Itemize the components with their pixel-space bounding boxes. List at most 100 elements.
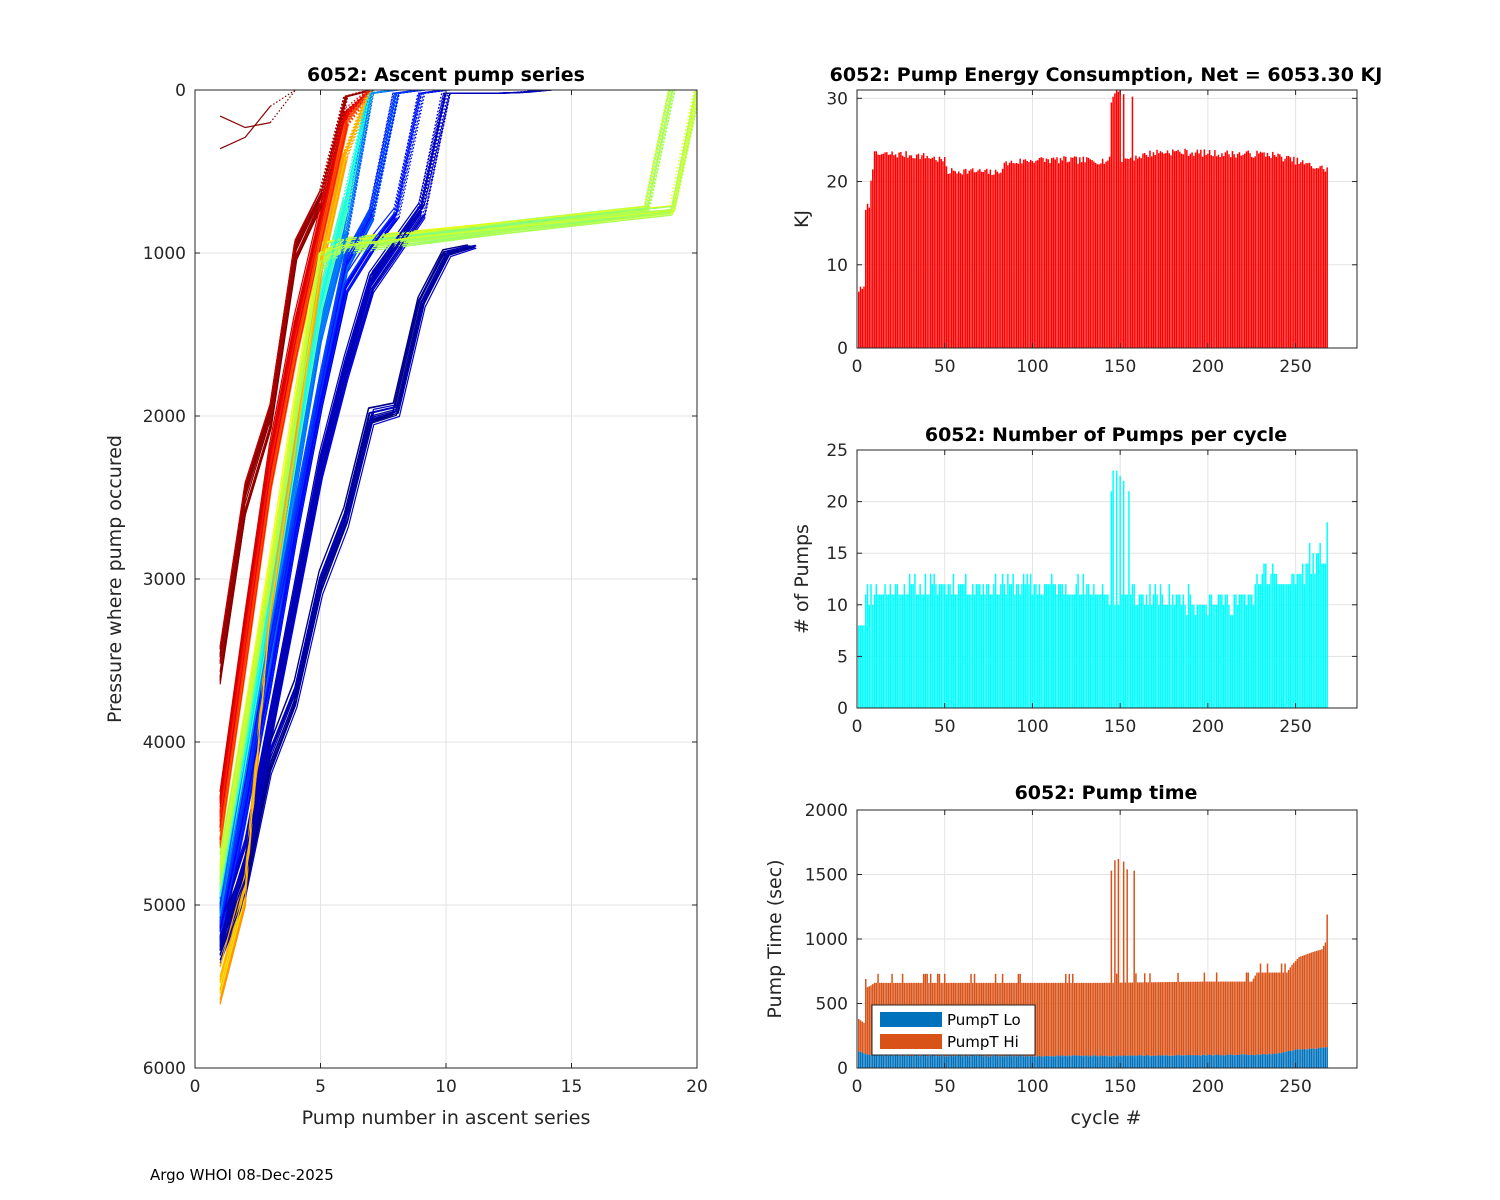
energy-bar — [1047, 159, 1049, 348]
ascent-series-line — [219, 213, 397, 930]
energy-bar — [866, 203, 869, 348]
pumptime-bar-hi — [1301, 955, 1304, 1050]
pumps-bar — [975, 584, 978, 708]
pumptime-bar-lo — [1005, 1055, 1007, 1068]
energy-bar — [950, 168, 953, 348]
pumptime-bar-hi — [1222, 981, 1225, 1056]
pumps-bar — [947, 584, 949, 708]
pumptime-bar-hi — [1152, 982, 1155, 1056]
pumps-bar — [1086, 584, 1088, 708]
pumptime-bar-lo — [943, 1056, 946, 1068]
energy-bar — [1172, 149, 1174, 348]
pumps-bar — [1289, 584, 1292, 708]
xtick-label: 150 — [1104, 1077, 1136, 1097]
pumps-bar — [1008, 584, 1011, 708]
legend-label-hi: PumpT Hi — [947, 1033, 1019, 1051]
pumps-bar — [1201, 604, 1204, 708]
pumps-bar — [989, 594, 992, 708]
pumps-bar — [952, 573, 955, 708]
pumptime-bar-hi — [1314, 951, 1316, 1049]
pumptime-bar-lo — [1247, 1055, 1249, 1068]
pumps-bar — [910, 584, 913, 708]
energy-bar — [1236, 153, 1239, 348]
pumptime-bar-hi — [1319, 949, 1321, 1049]
pumptime-bar-lo — [994, 1055, 997, 1068]
pumptime-bar-lo — [1194, 1055, 1197, 1068]
pumptime-bar-lo — [1086, 1055, 1088, 1068]
ytick-label: 5000 — [143, 896, 186, 916]
energy-bar — [1017, 163, 1020, 348]
energy-bar — [1042, 157, 1044, 348]
ascent-series-line — [219, 202, 322, 677]
ytick-label: 500 — [816, 995, 848, 1015]
energy-bar — [891, 151, 893, 348]
energy-ylabel: KJ — [791, 210, 813, 228]
pumptime-bar-lo — [1182, 1055, 1185, 1068]
pumps-bar — [1247, 594, 1249, 708]
pumps-bar — [1189, 594, 1192, 708]
energy-bar — [935, 160, 937, 348]
pumps-bar — [1215, 604, 1218, 708]
pumptime-bar-hi — [1235, 981, 1237, 1055]
energy-bar — [1152, 152, 1155, 348]
pumps-bar — [1268, 584, 1271, 708]
pumptime-bar-hi — [1279, 972, 1281, 1053]
pumptime-bar-lo — [1040, 1056, 1042, 1068]
ascent-series-line-surface — [673, 96, 697, 207]
energy-bar — [917, 153, 920, 348]
pumptime-bar-lo — [1219, 1055, 1221, 1068]
energy-bar — [1275, 156, 1278, 348]
energy-bar — [991, 174, 993, 348]
ascent-series-line-surface — [669, 90, 696, 214]
pumps-bar — [1061, 584, 1064, 708]
pumps-bar — [1156, 594, 1158, 708]
pumptime-bar-hi — [1214, 981, 1216, 1055]
pumptime-bar-hi — [1170, 982, 1172, 1056]
energy-bar — [929, 158, 932, 348]
energy-bar — [868, 207, 871, 348]
energy-bar — [945, 166, 948, 348]
pumptime-bar-hi — [1075, 982, 1078, 1056]
pumptime-bar-lo — [1058, 1056, 1060, 1068]
ascent-series-line-surface — [367, 90, 418, 221]
energy-bar — [1094, 162, 1097, 348]
pumptime-bar-lo — [991, 1055, 993, 1068]
pumptime-bar-hi — [1063, 982, 1065, 1056]
ytick-label: 0 — [837, 699, 848, 719]
pumptime-bar-hi — [1293, 962, 1295, 1051]
energy-bar — [1008, 162, 1011, 348]
pumptime-bar-hi — [1147, 982, 1149, 1056]
pumptime-bar-lo — [1065, 1055, 1067, 1068]
pumptime-bar-hi — [1291, 964, 1293, 1052]
pumptime-bar-lo — [1315, 1048, 1318, 1068]
pumptime-bar-hi — [1258, 972, 1260, 1055]
energy-bar — [1073, 156, 1076, 348]
energy-bar — [1112, 96, 1114, 348]
energy-bar — [1322, 169, 1325, 348]
pumptime-bar-lo — [1094, 1055, 1097, 1068]
pumptime-bar-lo — [1240, 1054, 1242, 1068]
pumptime-title: 6052: Pump time — [1015, 782, 1198, 804]
pumptime-bar-hi — [1056, 982, 1058, 1056]
pumptime-bar-hi — [1142, 982, 1144, 1056]
pumptime-bar-lo — [1173, 1055, 1176, 1068]
pumps-bar — [996, 594, 999, 708]
pumps-bar — [1031, 594, 1034, 708]
ascent-series-line-surface — [646, 90, 673, 211]
pumptime-bar-lo — [1214, 1054, 1216, 1068]
xtick-label: 20 — [686, 1077, 708, 1097]
pumptime-bar-lo — [1177, 1055, 1179, 1068]
legend-swatch-lo — [880, 1012, 942, 1027]
pumptime-bar-hi — [859, 1020, 862, 1052]
pumptime-bar-hi — [1187, 981, 1190, 1056]
pumptime-bar-hi — [1140, 982, 1142, 1056]
ascent-series-line — [219, 247, 473, 961]
pumps-bar — [1152, 594, 1155, 708]
energy-title: 6052: Pump Energy Consumption, Net = 605… — [830, 64, 1383, 86]
energy-bar — [1147, 156, 1149, 348]
pumptime-bar-lo — [979, 1055, 981, 1068]
pumptime-bar-hi — [1168, 982, 1171, 1056]
pumptime-bar-lo — [1212, 1055, 1214, 1068]
pumptime-bar-hi — [1198, 981, 1200, 1056]
pumptime-bar-lo — [1298, 1049, 1300, 1068]
